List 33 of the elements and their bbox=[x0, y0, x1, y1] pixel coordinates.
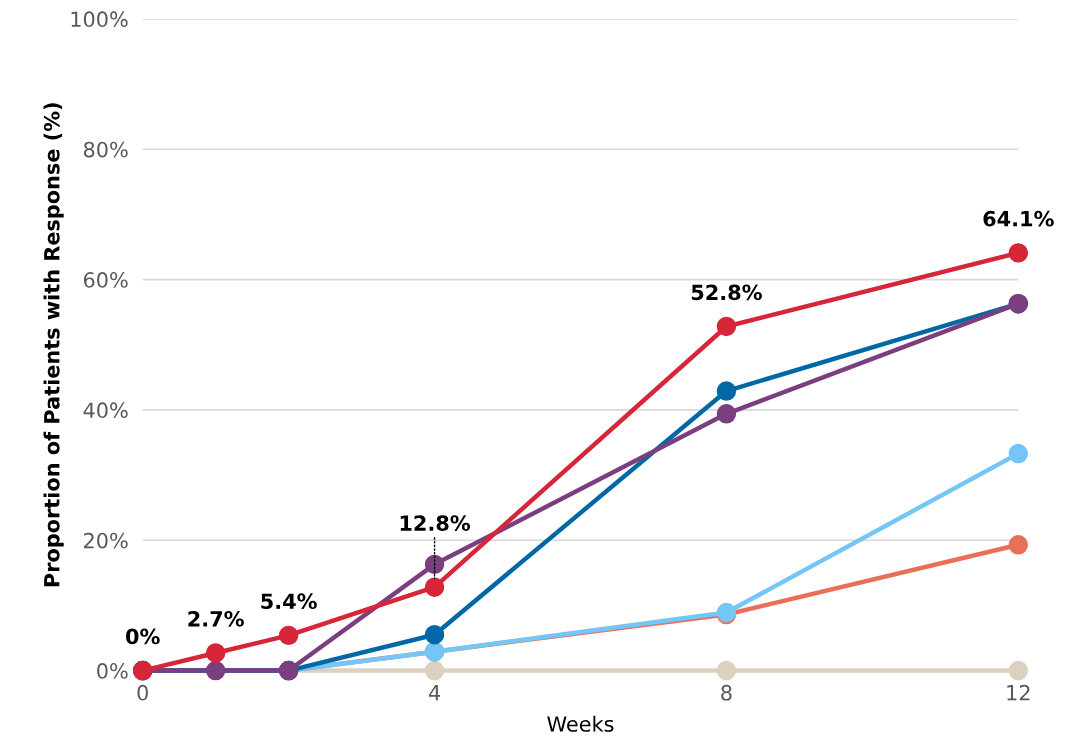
point bbox=[278, 625, 299, 646]
point bbox=[716, 404, 737, 424]
point bbox=[205, 643, 226, 663]
point bbox=[424, 554, 445, 575]
x-tick-label: 0 bbox=[137, 684, 148, 701]
y-tick-label: 80% bbox=[83, 141, 128, 158]
data-label: 52.8% bbox=[691, 284, 762, 301]
point bbox=[716, 316, 737, 337]
x-tick-label: 8 bbox=[721, 684, 732, 701]
data-label: 64.1% bbox=[983, 210, 1054, 227]
y-tick-label: 40% bbox=[83, 402, 128, 419]
y-tick-label: 20% bbox=[84, 532, 128, 549]
data-label: 12.8% bbox=[400, 515, 471, 531]
point bbox=[424, 625, 445, 645]
x-tick-label: 4 bbox=[428, 685, 441, 701]
point bbox=[1008, 660, 1029, 681]
data-label: 5.4% bbox=[261, 593, 317, 610]
point bbox=[716, 660, 737, 681]
point bbox=[424, 577, 445, 597]
point bbox=[1008, 243, 1029, 263]
data-label: 2.7% bbox=[188, 610, 244, 627]
x-axis-title: Weeks bbox=[547, 715, 614, 732]
point bbox=[205, 660, 226, 681]
x-tick-label: 12 bbox=[1007, 684, 1030, 701]
y-tick-label: 60% bbox=[83, 272, 128, 288]
point bbox=[716, 381, 737, 401]
y-axis-title: Proportion of Patients with Response (%) bbox=[43, 103, 64, 587]
data-label: 0% bbox=[126, 628, 160, 645]
point bbox=[1008, 535, 1029, 555]
point bbox=[424, 660, 445, 681]
y-tick-label: 100% bbox=[71, 11, 128, 28]
point bbox=[1008, 443, 1029, 464]
y-tick-label: 0% bbox=[97, 663, 128, 679]
